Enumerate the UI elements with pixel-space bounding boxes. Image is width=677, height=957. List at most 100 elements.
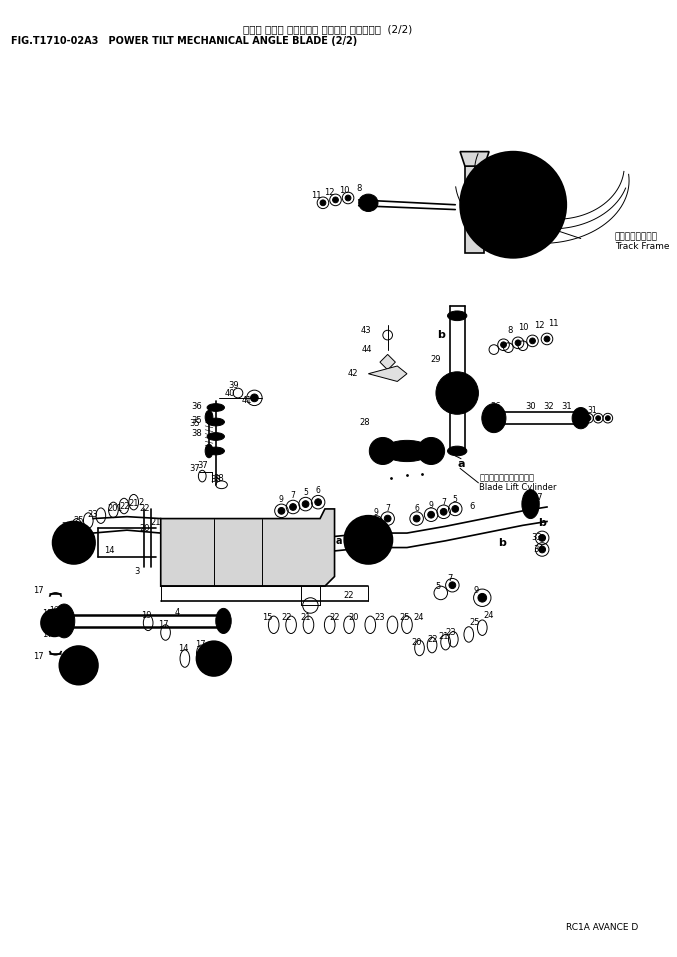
Circle shape: [436, 371, 479, 414]
Circle shape: [529, 338, 536, 344]
Polygon shape: [380, 354, 395, 369]
Text: 44: 44: [361, 345, 372, 354]
Text: 9: 9: [429, 501, 433, 509]
Text: 30: 30: [525, 402, 536, 412]
Circle shape: [418, 437, 445, 464]
Text: 10: 10: [339, 186, 349, 194]
Ellipse shape: [216, 609, 232, 634]
Text: 36: 36: [191, 402, 202, 412]
Circle shape: [478, 593, 487, 602]
Text: 22: 22: [139, 504, 150, 513]
Text: a: a: [457, 458, 465, 469]
Text: 24: 24: [413, 612, 424, 622]
Text: 35: 35: [191, 415, 202, 425]
Circle shape: [60, 529, 87, 556]
Text: 37: 37: [197, 461, 208, 470]
Text: 7: 7: [385, 504, 390, 513]
Circle shape: [494, 186, 533, 224]
Ellipse shape: [447, 311, 467, 321]
Text: 18: 18: [213, 644, 224, 654]
Circle shape: [605, 415, 610, 420]
Text: 16: 16: [49, 606, 60, 614]
Ellipse shape: [207, 433, 225, 440]
Text: 24: 24: [484, 611, 494, 619]
Text: 17: 17: [195, 639, 206, 649]
Text: 6: 6: [414, 504, 419, 513]
Text: 42: 42: [348, 369, 358, 378]
Text: 43: 43: [361, 325, 372, 335]
Text: a: a: [370, 528, 377, 538]
Text: 9: 9: [374, 508, 378, 518]
Text: 9: 9: [474, 587, 479, 595]
Text: 5: 5: [453, 495, 458, 503]
Text: 13: 13: [62, 528, 72, 538]
Circle shape: [67, 536, 81, 549]
Circle shape: [440, 508, 447, 515]
Circle shape: [385, 515, 391, 522]
Text: 21: 21: [439, 632, 449, 641]
Text: 22: 22: [329, 612, 340, 622]
Text: 27: 27: [532, 493, 543, 501]
Circle shape: [539, 546, 546, 553]
Circle shape: [196, 641, 232, 676]
Circle shape: [450, 387, 464, 400]
Ellipse shape: [205, 444, 213, 457]
Text: ブレードリフトシリンダ: ブレードリフトシリンダ: [479, 474, 534, 482]
Text: 7: 7: [441, 498, 446, 506]
Text: 14: 14: [104, 545, 115, 555]
Circle shape: [67, 654, 90, 677]
Text: 25: 25: [400, 612, 410, 622]
Circle shape: [315, 499, 322, 505]
Circle shape: [500, 342, 506, 347]
Text: 4: 4: [175, 608, 180, 616]
Text: パワー チルト メカニカル アングル ブレードク  (2/2): パワー チルト メカニカル アングル ブレードク (2/2): [243, 24, 412, 34]
Ellipse shape: [447, 446, 467, 456]
Text: 17: 17: [43, 609, 53, 617]
Circle shape: [443, 380, 471, 407]
Text: 6: 6: [315, 486, 321, 495]
Circle shape: [539, 535, 546, 542]
Circle shape: [53, 522, 95, 564]
Circle shape: [361, 532, 376, 547]
Text: 13: 13: [73, 649, 84, 658]
Ellipse shape: [207, 418, 225, 426]
Circle shape: [344, 516, 393, 564]
Text: 38: 38: [213, 474, 224, 482]
Text: 41: 41: [242, 396, 252, 405]
Circle shape: [250, 394, 258, 402]
Circle shape: [413, 515, 420, 522]
Circle shape: [515, 340, 521, 345]
Ellipse shape: [207, 447, 225, 455]
Circle shape: [460, 151, 566, 257]
Text: 26: 26: [491, 402, 501, 412]
Text: 8: 8: [356, 184, 362, 192]
Text: 34: 34: [533, 545, 544, 554]
Text: 5: 5: [435, 582, 441, 590]
Ellipse shape: [207, 404, 225, 412]
Polygon shape: [465, 167, 484, 253]
Text: 28: 28: [359, 417, 370, 427]
Text: 7: 7: [447, 574, 453, 583]
Text: 23: 23: [374, 612, 385, 622]
Circle shape: [320, 200, 326, 206]
Text: b: b: [437, 330, 445, 340]
Text: 23: 23: [88, 510, 98, 520]
Text: 33: 33: [531, 533, 542, 543]
Text: 21: 21: [151, 518, 161, 527]
Text: 37: 37: [189, 464, 200, 473]
Text: Track Frame: Track Frame: [615, 242, 669, 251]
Text: 31: 31: [561, 402, 571, 412]
Text: 17: 17: [43, 630, 53, 639]
Circle shape: [449, 582, 456, 589]
Text: 17: 17: [32, 652, 43, 661]
Text: b: b: [538, 519, 546, 528]
Text: 25: 25: [73, 516, 84, 525]
Ellipse shape: [53, 604, 74, 637]
Text: 3: 3: [134, 568, 139, 576]
Text: 17: 17: [158, 620, 169, 630]
Circle shape: [428, 511, 435, 518]
Text: Blade Lift Cylinder: Blade Lift Cylinder: [479, 483, 557, 492]
Text: 20: 20: [412, 637, 422, 647]
Text: 21: 21: [301, 612, 311, 622]
Text: 22: 22: [281, 612, 292, 622]
